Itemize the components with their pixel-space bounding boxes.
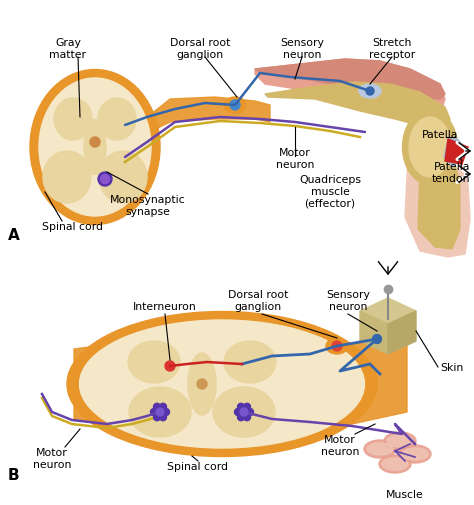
FancyArrowPatch shape (457, 166, 468, 183)
Circle shape (237, 414, 245, 421)
Circle shape (156, 408, 164, 416)
Circle shape (165, 361, 175, 371)
Circle shape (90, 138, 100, 147)
Ellipse shape (384, 432, 416, 450)
Polygon shape (255, 60, 445, 100)
Polygon shape (418, 160, 460, 249)
Ellipse shape (128, 341, 180, 383)
Circle shape (373, 335, 382, 344)
Polygon shape (388, 312, 416, 355)
Ellipse shape (98, 173, 112, 187)
Ellipse shape (43, 152, 91, 204)
Circle shape (154, 403, 161, 411)
Text: Skin: Skin (440, 362, 463, 372)
Text: Quadriceps
muscle
(effector): Quadriceps muscle (effector) (299, 175, 361, 208)
Polygon shape (150, 98, 270, 133)
Text: Monosynaptic
synapse: Monosynaptic synapse (110, 194, 186, 216)
Circle shape (244, 414, 250, 421)
Text: Spinal cord: Spinal cord (42, 222, 103, 231)
Circle shape (159, 414, 166, 421)
Text: Stretch
receptor: Stretch receptor (369, 38, 415, 60)
Ellipse shape (188, 354, 216, 415)
Polygon shape (255, 60, 445, 115)
Ellipse shape (359, 85, 381, 99)
Circle shape (197, 379, 207, 389)
Text: Gray
matter: Gray matter (49, 38, 86, 60)
Circle shape (154, 414, 161, 421)
Text: Patella: Patella (422, 130, 458, 140)
Text: Dorsal root
ganglion: Dorsal root ganglion (170, 38, 230, 60)
Text: B: B (8, 467, 19, 482)
Circle shape (237, 403, 245, 411)
Text: Sensory
neuron: Sensory neuron (326, 290, 370, 312)
Ellipse shape (409, 118, 451, 178)
Circle shape (151, 409, 157, 416)
Ellipse shape (364, 440, 396, 458)
Ellipse shape (326, 338, 348, 355)
FancyArrowPatch shape (457, 143, 468, 160)
Circle shape (230, 101, 240, 111)
Ellipse shape (80, 320, 365, 448)
Polygon shape (444, 138, 462, 168)
Ellipse shape (387, 435, 413, 447)
Text: A: A (8, 228, 20, 242)
Circle shape (235, 409, 241, 416)
Ellipse shape (399, 445, 431, 463)
Ellipse shape (39, 79, 151, 217)
Text: Motor
neuron: Motor neuron (33, 447, 71, 469)
Text: Motor
neuron: Motor neuron (321, 434, 359, 456)
Circle shape (244, 403, 250, 411)
Polygon shape (265, 83, 450, 135)
Text: Muscle: Muscle (386, 489, 424, 499)
Polygon shape (405, 147, 470, 258)
Ellipse shape (224, 98, 246, 114)
Ellipse shape (67, 312, 377, 457)
Polygon shape (445, 140, 468, 165)
FancyArrowPatch shape (378, 261, 398, 273)
Circle shape (332, 341, 342, 351)
Ellipse shape (30, 70, 160, 225)
Text: Interneuron: Interneuron (133, 301, 197, 312)
Circle shape (240, 408, 248, 416)
Circle shape (366, 88, 374, 96)
Ellipse shape (224, 341, 276, 383)
Ellipse shape (99, 152, 147, 204)
Text: Dorsal root
ganglion: Dorsal root ganglion (228, 290, 288, 312)
Ellipse shape (98, 99, 136, 141)
Text: Patella
tendon: Patella tendon (431, 162, 470, 183)
Circle shape (163, 409, 170, 416)
Polygon shape (360, 298, 416, 324)
Ellipse shape (84, 120, 106, 175)
Ellipse shape (213, 387, 275, 437)
Polygon shape (310, 334, 407, 424)
Polygon shape (74, 344, 140, 424)
Ellipse shape (100, 175, 109, 184)
Ellipse shape (367, 443, 393, 455)
Ellipse shape (402, 110, 457, 185)
Ellipse shape (402, 448, 428, 460)
Ellipse shape (54, 99, 92, 141)
Circle shape (159, 403, 166, 411)
Text: Sensory
neuron: Sensory neuron (280, 38, 324, 60)
Polygon shape (360, 312, 388, 355)
Ellipse shape (382, 458, 408, 470)
Ellipse shape (379, 455, 411, 473)
Text: Motor
neuron: Motor neuron (276, 147, 314, 169)
Ellipse shape (129, 387, 191, 437)
Circle shape (246, 409, 254, 416)
Text: Spinal cord: Spinal cord (167, 461, 228, 471)
